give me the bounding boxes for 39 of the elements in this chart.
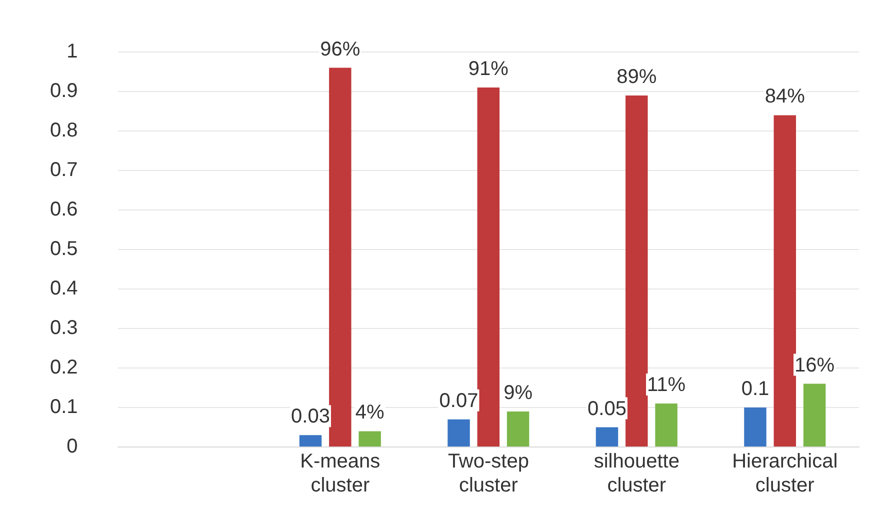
data-label: 0.03 (291, 406, 330, 428)
y-tick-label: 0.8 (50, 120, 78, 142)
data-label: 91% (468, 58, 509, 80)
bar (744, 408, 766, 446)
x-tick-label: silhouette cluster (594, 450, 680, 497)
y-tick-label: 0.3 (50, 317, 78, 340)
bar (358, 431, 381, 446)
y-tick-label: 0.9 (50, 80, 78, 102)
bar (655, 404, 678, 446)
bar (329, 68, 352, 446)
y-tick-label: 0.5 (50, 238, 78, 260)
y-tick-label: 0 (66, 436, 78, 458)
bar (506, 411, 530, 446)
data-label: 0.07 (439, 390, 478, 412)
x-tick-label: Hierarchical cluster (732, 450, 838, 497)
bar (299, 435, 322, 446)
data-label: 89% (616, 66, 657, 88)
y-tick-label: 0.7 (50, 159, 78, 182)
y-tick-label: 1 (66, 40, 78, 63)
data-label: 9% (504, 382, 533, 404)
data-label: 84% (764, 86, 806, 108)
y-tick-label: 0.1 (50, 396, 78, 418)
bar (803, 384, 826, 446)
data-label: 11% (647, 374, 686, 396)
x-tick-label: Two-step cluster (448, 450, 529, 497)
y-tick-label: 0.4 (50, 278, 78, 300)
data-label: 0.1 (741, 378, 770, 400)
bar (477, 88, 500, 446)
data-label: 0.05 (588, 398, 626, 420)
bar (774, 115, 796, 446)
bar (626, 95, 648, 446)
data-label: 16% (794, 354, 835, 376)
bar (596, 427, 618, 446)
y-tick-label: 0.2 (50, 356, 78, 379)
bar (448, 419, 470, 446)
y-tick-label: 0.6 (50, 198, 78, 221)
data-label: 4% (355, 402, 384, 424)
x-tick-label: K-means cluster (300, 450, 380, 497)
data-label: 96% (320, 38, 360, 60)
